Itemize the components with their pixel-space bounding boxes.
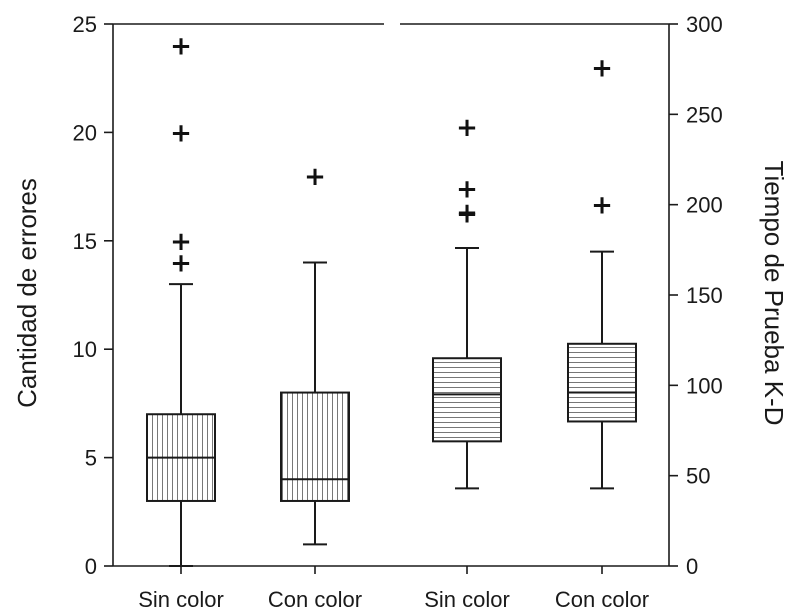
box-body [280, 391, 350, 502]
outlier-marker: + [170, 118, 192, 148]
left-tick-label: 0 [85, 554, 97, 579]
outlier-marker: + [456, 200, 478, 230]
left-tick-label: 10 [73, 337, 97, 362]
left-tick-label: 20 [73, 120, 97, 145]
outlier-marker: + [170, 32, 192, 62]
left-tick-label: 15 [73, 229, 97, 254]
right-tick-label: 50 [686, 464, 710, 489]
left-tick-label: 25 [73, 12, 97, 37]
category-label: Sin color [424, 587, 510, 612]
box-body [567, 342, 637, 423]
category-label: Sin color [138, 587, 224, 612]
outlier-marker: + [456, 174, 478, 204]
left-tick-label: 5 [85, 446, 97, 471]
box-group: ++ [567, 53, 637, 490]
right-tick-label: 300 [686, 12, 723, 37]
right-axis-ticks: 0 50 100 150 200 250 300 [669, 12, 723, 579]
box-body [432, 357, 502, 443]
box-group: + [280, 162, 350, 546]
right-tick-label: 150 [686, 283, 723, 308]
outlier-marker: + [456, 198, 478, 228]
left-axis-ticks: 0 5 10 15 20 25 [73, 12, 113, 579]
outlier-marker: + [170, 227, 192, 257]
outlier-marker: + [170, 248, 192, 278]
box-series: +++++++++++ [146, 32, 637, 567]
outlier-marker: + [304, 162, 326, 192]
outlier-marker: + [456, 113, 478, 143]
right-tick-label: 250 [686, 102, 723, 127]
right-tick-label: 0 [686, 554, 698, 579]
box-group: ++++ [432, 113, 502, 490]
left-axis-title: Cantidad de errores [12, 178, 42, 408]
category-labels: Sin color Con color Sin color Con color [138, 566, 649, 612]
box-group: ++++ [146, 32, 216, 567]
category-label: Con color [268, 587, 362, 612]
outlier-marker: + [591, 53, 613, 83]
category-label: Con color [555, 587, 649, 612]
right-tick-label: 100 [686, 373, 723, 398]
right-axis-title: Tiempo de Prueba K-D [759, 161, 786, 426]
outlier-marker: + [591, 191, 613, 221]
right-tick-label: 200 [686, 193, 723, 218]
